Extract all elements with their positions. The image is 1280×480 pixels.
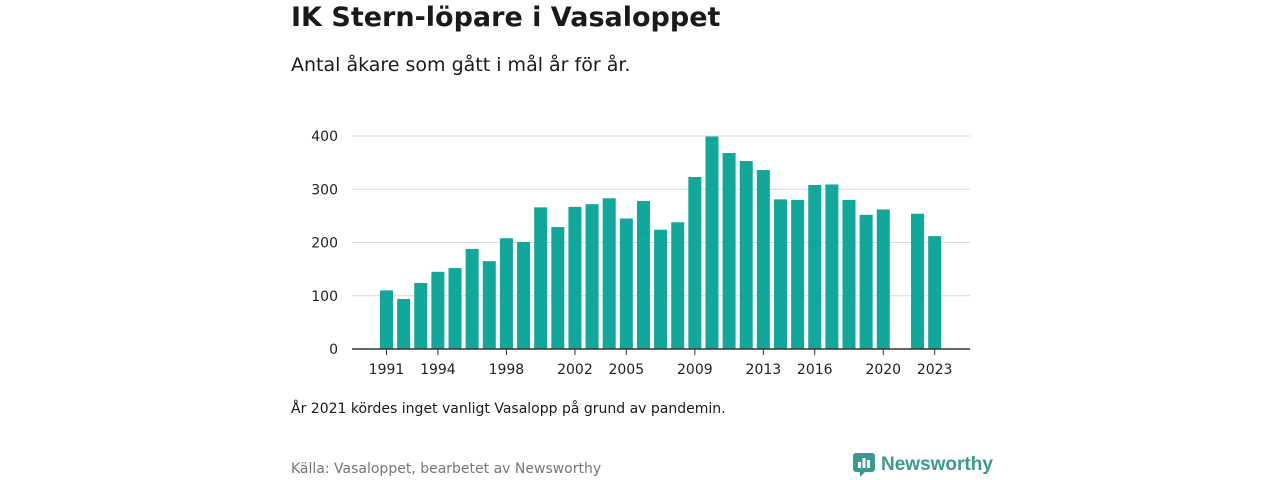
- bar: [465, 248, 479, 349]
- bar: [928, 236, 942, 349]
- bar: [722, 153, 736, 349]
- chart-title: IK Stern-löpare i Vasaloppet: [291, 2, 721, 33]
- x-tick-label: 1998: [489, 362, 525, 378]
- bar: [585, 204, 599, 349]
- x-tick-label: 2005: [608, 362, 644, 378]
- bar: [688, 177, 702, 349]
- x-tick-label: 1994: [420, 362, 456, 378]
- y-tick-label: 400: [311, 129, 338, 145]
- bar: [654, 229, 668, 349]
- bar: [619, 218, 633, 349]
- bar: [671, 222, 685, 349]
- x-tick-label: 1991: [369, 362, 405, 378]
- x-tick-label: 2023: [917, 362, 953, 378]
- bar: [448, 268, 462, 349]
- bar: [380, 290, 393, 349]
- bar: [791, 199, 805, 349]
- chart-subtitle: Antal åkare som gått i mål år för år.: [291, 54, 631, 76]
- bar: [551, 227, 565, 349]
- bar: [739, 161, 753, 349]
- bar-chart: 0 100 200 300 400 1991 1994 1998 2002 2005 2009 201…: [311, 129, 970, 378]
- bar: [517, 241, 531, 349]
- newsworthy-logo-icon: [853, 453, 875, 477]
- x-tick-label: 2020: [865, 362, 901, 378]
- bar: [773, 199, 787, 349]
- bar: [808, 184, 822, 349]
- y-tick-label: 100: [311, 289, 338, 305]
- bar: [534, 207, 548, 349]
- bar: [568, 206, 582, 349]
- bar: [859, 214, 873, 349]
- x-tick-label: 2002: [557, 362, 593, 378]
- bar: [414, 282, 428, 349]
- bar: [482, 261, 496, 349]
- bar: [499, 238, 513, 349]
- y-tick-label: 0: [329, 342, 338, 358]
- x-tick-label: 2009: [677, 362, 713, 378]
- bar: [756, 170, 770, 349]
- bar: [842, 199, 856, 349]
- bar: [602, 198, 616, 349]
- source-credit: Källa: Vasaloppet, bearbetet av Newswort…: [291, 461, 602, 477]
- bar: [825, 184, 839, 349]
- bar: [705, 136, 719, 349]
- bar: [911, 213, 925, 349]
- y-tick-label: 200: [311, 236, 338, 252]
- chart-note: År 2021 kördes inget vanligt Vasalopp på…: [291, 401, 726, 417]
- bar: [397, 298, 411, 349]
- newsworthy-logo[interactable]: Newsworthy: [853, 452, 993, 478]
- x-tick-label: 2016: [797, 362, 833, 378]
- x-tick-label: 2013: [746, 362, 782, 378]
- bar: [431, 271, 445, 349]
- brand-name: Newsworthy: [881, 454, 993, 475]
- bar: [636, 200, 650, 349]
- bar: [876, 209, 890, 349]
- y-tick-label: 300: [311, 182, 338, 198]
